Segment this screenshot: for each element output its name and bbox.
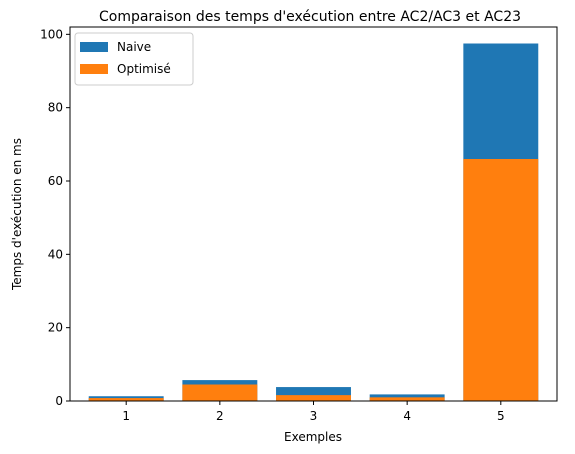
y-tick-label: 0: [55, 394, 63, 408]
bar-optimise-4: [369, 397, 445, 401]
y-tick-label: 20: [48, 321, 63, 335]
legend-swatch-optimise: [80, 64, 108, 74]
x-axis-label: Exemples: [284, 430, 342, 444]
y-tick-label: 80: [48, 101, 63, 115]
y-axis: 0 20 40 60 80 100: [40, 27, 70, 408]
bars-group: [88, 43, 539, 401]
y-tick-label: 60: [48, 174, 63, 188]
legend-label-naive: Naive: [117, 40, 151, 54]
bar-optimise-1: [88, 398, 164, 401]
legend: Naive Optimisé: [74, 32, 194, 86]
bar-optimise-3: [276, 395, 351, 401]
chart-title: Comparaison des temps d'exécution entre …: [99, 9, 521, 25]
x-axis: 1 2 3 4 5: [122, 401, 505, 423]
x-tick-label: 3: [310, 409, 318, 423]
x-tick-label: 1: [122, 409, 130, 423]
y-tick-label: 40: [48, 247, 63, 261]
y-axis-label: Temps d'exécution en ms: [10, 138, 24, 291]
x-tick-label: 5: [497, 409, 505, 423]
legend-swatch-naive: [80, 42, 108, 52]
x-tick-label: 2: [216, 409, 224, 423]
bar-optimise-2: [182, 384, 258, 401]
y-tick-label: 100: [40, 27, 63, 41]
bar-optimise-5: [463, 159, 539, 401]
legend-label-optimise: Optimisé: [117, 62, 171, 76]
x-tick-label: 4: [403, 409, 411, 423]
